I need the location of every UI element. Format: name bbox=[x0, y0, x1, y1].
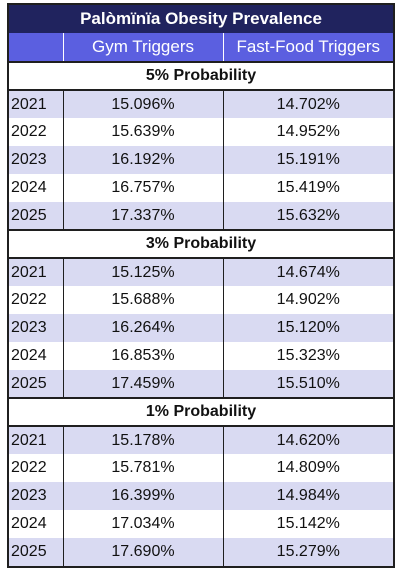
section-label: 1% Probability bbox=[9, 397, 394, 427]
title-row: Palòmïnïa Obesity Prevalence bbox=[9, 5, 394, 33]
year-cell: 2021 bbox=[9, 258, 63, 286]
table-row: 2025 17.690% 15.279% bbox=[9, 538, 394, 566]
year-cell: 2024 bbox=[9, 510, 63, 538]
gym-triggers-cell: 16.757% bbox=[62, 174, 223, 202]
year-cell: 2022 bbox=[9, 454, 63, 482]
gym-triggers-cell: 15.781% bbox=[62, 454, 223, 482]
table-row: 2024 17.034% 15.142% bbox=[9, 510, 394, 538]
fast-food-triggers-cell: 15.120% bbox=[222, 314, 394, 342]
fast-food-triggers-cell: 14.902% bbox=[222, 286, 394, 314]
table-row: 2023 16.264% 15.120% bbox=[9, 314, 394, 342]
gym-triggers-cell: 17.459% bbox=[62, 370, 223, 398]
year-cell: 2025 bbox=[9, 202, 63, 230]
table-row: 2021 15.178% 14.620% bbox=[9, 426, 394, 454]
section-header-row: 5% Probability bbox=[9, 61, 394, 91]
gym-triggers-cell: 15.639% bbox=[62, 118, 223, 146]
fast-food-triggers-cell: 15.419% bbox=[222, 174, 394, 202]
fast-food-triggers-cell: 15.632% bbox=[222, 202, 394, 230]
section-label: 5% Probability bbox=[9, 61, 394, 91]
column-header-fast-food-triggers: Fast-Food Triggers bbox=[222, 33, 394, 62]
year-cell: 2022 bbox=[9, 118, 63, 146]
data-table: Palòmïnïa Obesity Prevalence Gym Trigger… bbox=[9, 5, 394, 566]
year-cell: 2023 bbox=[9, 314, 63, 342]
table-row: 2022 15.688% 14.902% bbox=[9, 286, 394, 314]
gym-triggers-cell: 15.178% bbox=[62, 426, 223, 454]
gym-triggers-cell: 16.264% bbox=[62, 314, 223, 342]
section-header-row: 3% Probability bbox=[9, 229, 394, 259]
fast-food-triggers-cell: 15.279% bbox=[222, 538, 394, 566]
gym-triggers-cell: 17.034% bbox=[62, 510, 223, 538]
fast-food-triggers-cell: 14.674% bbox=[222, 258, 394, 286]
fast-food-triggers-cell: 15.510% bbox=[222, 370, 394, 398]
year-cell: 2025 bbox=[9, 538, 63, 566]
table-row: 2023 16.399% 14.984% bbox=[9, 482, 394, 510]
fast-food-triggers-cell: 14.702% bbox=[222, 90, 394, 118]
fast-food-triggers-cell: 14.620% bbox=[222, 426, 394, 454]
gym-triggers-cell: 16.192% bbox=[62, 146, 223, 174]
table-row: 2024 16.853% 15.323% bbox=[9, 342, 394, 370]
year-cell: 2021 bbox=[9, 426, 63, 454]
column-header-gym-triggers: Gym Triggers bbox=[62, 33, 223, 62]
gym-triggers-cell: 17.337% bbox=[62, 202, 223, 230]
fast-food-triggers-cell: 15.142% bbox=[222, 510, 394, 538]
table-row: 2022 15.781% 14.809% bbox=[9, 454, 394, 482]
table-row: 2021 15.096% 14.702% bbox=[9, 90, 394, 118]
gym-triggers-cell: 17.690% bbox=[62, 538, 223, 566]
table-title: Palòmïnïa Obesity Prevalence bbox=[9, 5, 394, 33]
column-header-row: Gym Triggers Fast-Food Triggers bbox=[9, 33, 394, 62]
table-row: 2025 17.459% 15.510% bbox=[9, 370, 394, 398]
gym-triggers-cell: 15.125% bbox=[62, 258, 223, 286]
section-label: 3% Probability bbox=[9, 229, 394, 259]
fast-food-triggers-cell: 15.191% bbox=[222, 146, 394, 174]
table-body: Palòmïnïa Obesity Prevalence Gym Trigger… bbox=[9, 5, 394, 566]
fast-food-triggers-cell: 15.323% bbox=[222, 342, 394, 370]
year-cell: 2023 bbox=[9, 146, 63, 174]
gym-triggers-cell: 16.399% bbox=[62, 482, 223, 510]
table-row: 2025 17.337% 15.632% bbox=[9, 202, 394, 230]
fast-food-triggers-cell: 14.952% bbox=[222, 118, 394, 146]
year-cell: 2024 bbox=[9, 174, 63, 202]
gym-triggers-cell: 16.853% bbox=[62, 342, 223, 370]
table-row: 2024 16.757% 15.419% bbox=[9, 174, 394, 202]
year-cell: 2021 bbox=[9, 90, 63, 118]
table-row: 2022 15.639% 14.952% bbox=[9, 118, 394, 146]
fast-food-triggers-cell: 14.809% bbox=[222, 454, 394, 482]
gym-triggers-cell: 15.688% bbox=[62, 286, 223, 314]
section-header-row: 1% Probability bbox=[9, 397, 394, 427]
column-header-year bbox=[9, 33, 63, 62]
year-cell: 2023 bbox=[9, 482, 63, 510]
year-cell: 2025 bbox=[9, 370, 63, 398]
year-cell: 2022 bbox=[9, 286, 63, 314]
table-row: 2021 15.125% 14.674% bbox=[9, 258, 394, 286]
fast-food-triggers-cell: 14.984% bbox=[222, 482, 394, 510]
table-row: 2023 16.192% 15.191% bbox=[9, 146, 394, 174]
year-cell: 2024 bbox=[9, 342, 63, 370]
obesity-prevalence-table: Palòmïnïa Obesity Prevalence Gym Trigger… bbox=[7, 3, 395, 568]
gym-triggers-cell: 15.096% bbox=[62, 90, 223, 118]
